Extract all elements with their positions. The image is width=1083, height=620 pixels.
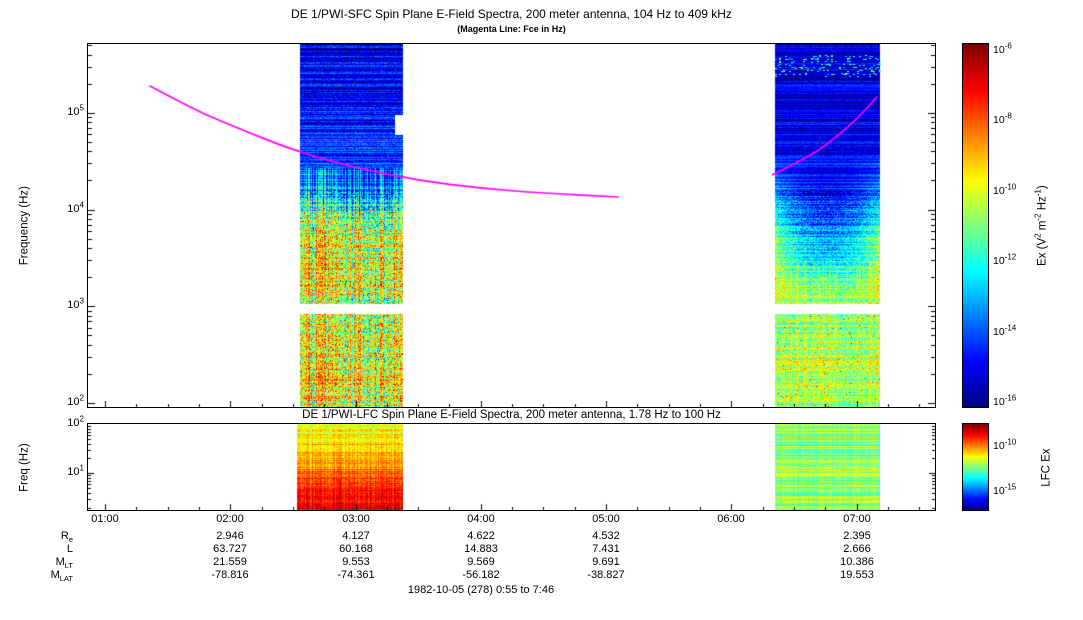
ephemeris-row: MLT 21.559 9.553 9.569 9.691 10.386 xyxy=(0,556,1083,569)
time-tick-label: 06:00 xyxy=(717,513,745,525)
sfc-colorbar-tick-label: 10-14 xyxy=(993,323,1017,338)
ephemeris-value: 4.532 xyxy=(592,530,620,542)
ephemeris-value: 63.727 xyxy=(213,543,247,555)
ephemeris-value: 14.883 xyxy=(464,543,498,555)
ephemeris-value: 2.666 xyxy=(843,543,871,555)
ephemeris-value: -78.816 xyxy=(211,569,249,581)
ephemeris-value: 4.127 xyxy=(342,530,370,542)
ephemeris-value: -74.361 xyxy=(337,569,375,581)
sfc-ytick-label: 105 xyxy=(67,103,84,118)
lfc-title: DE 1/PWI-LFC Spin Plane E-Field Spectra,… xyxy=(302,409,721,421)
ephemeris-row-label: Re xyxy=(60,530,73,545)
ephemeris-value: 4.622 xyxy=(467,530,495,542)
sfc-colorbar-tick-label: 10-16 xyxy=(993,393,1017,408)
ephemeris-value: 9.691 xyxy=(592,556,620,568)
ephemeris-row: L 63.727 60.168 14.883 7.431 2.666 xyxy=(0,543,1083,556)
time-tick-label: 04:00 xyxy=(467,513,495,525)
sfc-colorbar-tick-label: 10-12 xyxy=(993,252,1017,267)
ephemeris-value: 2.395 xyxy=(843,530,871,542)
date-range-caption: 1982-10-05 (278) 0:55 to 7:46 xyxy=(407,584,555,596)
time-tick-label: 03:00 xyxy=(342,513,370,525)
ephemeris-value: 2.946 xyxy=(216,530,244,542)
time-tick-label: 07:00 xyxy=(843,513,871,525)
ephemeris-value: -56.182 xyxy=(462,569,500,581)
ephemeris-row-label: MLAT xyxy=(50,569,73,584)
sfc-ytick-label: 103 xyxy=(67,296,84,311)
sfc-colorbar-label: Ex (V2 m-2 Hz-1) xyxy=(1033,185,1049,266)
sfc-ylabel: Frequency (Hz) xyxy=(18,185,31,266)
sfc-ytick-label: 104 xyxy=(67,200,84,215)
time-tick-label: 01:00 xyxy=(91,513,119,525)
sfc-ytick-label: 102 xyxy=(67,393,84,408)
sfc-panel xyxy=(87,43,936,408)
ephemeris-value: 10.386 xyxy=(840,556,874,568)
sfc-colorbar-tick-label: 10-6 xyxy=(993,41,1012,56)
lfc-colorbar-tick-label: 10-15 xyxy=(993,482,1017,497)
ephemeris-value: -38.827 xyxy=(587,569,625,581)
sfc-colorbar-tick-label: 10-8 xyxy=(993,111,1012,126)
lfc-colorbar-tick-label: 10-10 xyxy=(993,437,1017,452)
ephemeris-value: 7.431 xyxy=(592,543,620,555)
ephemeris-row-label: MLT xyxy=(55,556,73,571)
ephemeris-value: 21.559 xyxy=(213,556,247,568)
ephemeris-value: 19.553 xyxy=(840,569,874,581)
lfc-ytick-label: 102 xyxy=(67,414,84,429)
sfc-subtitle: (Magenta Line: Fce in Hz) xyxy=(457,24,566,34)
lfc-colorbar xyxy=(962,423,989,511)
lfc-colorbar-canvas xyxy=(963,424,988,510)
sfc-spectrogram-canvas xyxy=(88,44,935,407)
ephemeris-value: 60.168 xyxy=(339,543,373,555)
time-tick-label: 05:00 xyxy=(592,513,620,525)
ephemeris-row-label: L xyxy=(66,543,73,555)
ephemeris-value: 9.569 xyxy=(467,556,495,568)
ephemeris-value: 9.553 xyxy=(342,556,370,568)
sfc-colorbar xyxy=(962,43,989,408)
ephemeris-row: Re 2.946 4.127 4.622 4.532 2.395 xyxy=(0,530,1083,543)
sfc-colorbar-tick-label: 10-10 xyxy=(993,182,1017,197)
lfc-panel xyxy=(87,423,936,511)
ephemeris-row: MLAT -78.816 -74.361 -56.182 -38.827 19.553 xyxy=(0,569,1083,582)
sfc-colorbar-canvas xyxy=(963,44,988,407)
lfc-ytick-label: 101 xyxy=(67,463,84,478)
lfc-spectrogram-canvas xyxy=(88,424,935,510)
sfc-title: DE 1/PWI-SFC Spin Plane E-Field Spectra,… xyxy=(291,7,732,21)
time-tick-label: 02:00 xyxy=(216,513,244,525)
